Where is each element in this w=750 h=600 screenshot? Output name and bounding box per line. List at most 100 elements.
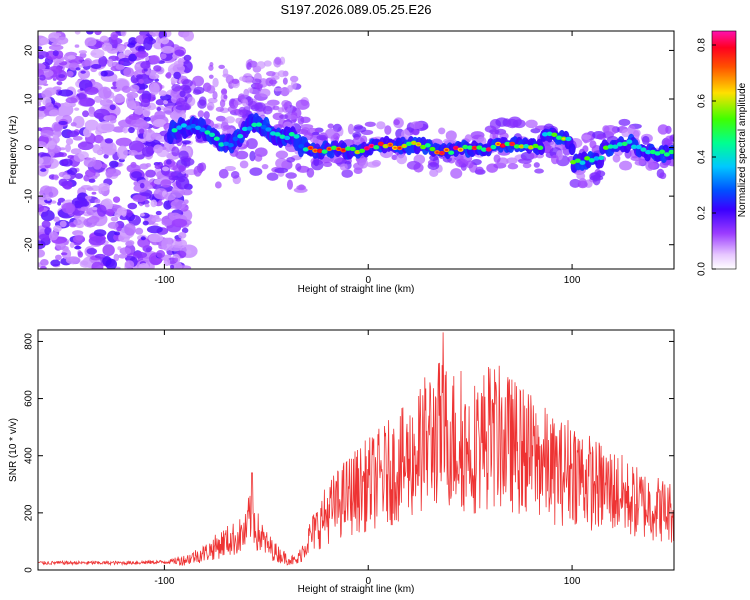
spectrogram-noise-blob: [72, 235, 86, 244]
spectrogram-halo-blob: [325, 128, 338, 139]
spectrogram-noise-blob: [44, 87, 57, 96]
spectrogram-noise-blob: [117, 145, 128, 160]
spectrogram-noise-blob: [110, 86, 118, 90]
spectrogram-ylabel: Frequency (Hz): [8, 116, 19, 185]
spectrogram-noise-blob: [160, 53, 167, 60]
spectrogram-noise-blob: [151, 217, 162, 222]
spectrogram-peak: [204, 130, 211, 135]
spectrogram-noise-blob: [38, 140, 47, 148]
spectrogram-marks: [38, 31, 674, 269]
spectrogram-halo-blob: [254, 154, 263, 162]
spectrogram-plume-blob: [220, 88, 228, 96]
spectrogram-halo-blob: [486, 163, 499, 173]
spectrogram-noise-blob: [74, 107, 80, 111]
spectrogram-plume-blob: [223, 94, 228, 100]
spectrogram-peak: [659, 149, 666, 154]
spectrogram-noise-blob: [94, 95, 102, 103]
spectrogram-noise-blob: [162, 166, 170, 172]
spectrogram-halo-blob: [543, 143, 552, 154]
spectrogram-halo-blob: [218, 168, 229, 179]
spectrogram-peak-core: [327, 147, 331, 150]
spectrogram-noise-blob: [61, 202, 76, 214]
spectrogram-halo-blob: [641, 135, 650, 145]
spectrogram-noise-blob: [46, 197, 51, 201]
spectrogram-peak: [293, 134, 300, 139]
spectrogram-plume-blob: [218, 64, 225, 69]
spectrogram-noise-blob: [140, 236, 146, 241]
spectrogram-noise-blob: [107, 168, 122, 177]
spectrogram-halo-blob: [619, 160, 633, 171]
spectrogram-noise-blob: [94, 198, 101, 204]
spectrogram-ytick-label: 0: [24, 144, 35, 150]
spectrogram-peak: [237, 133, 244, 139]
spectrogram-noise-blob: [146, 225, 163, 234]
spectrogram-noise-blob: [80, 70, 86, 74]
spectrogram-noise-blob: [92, 144, 101, 154]
spectrogram-noise-blob: [112, 196, 121, 203]
snr-ticks: -100 0 100 0 200 400 600 800: [24, 330, 674, 587]
spectrogram-halo-blob: [261, 163, 269, 170]
spectrogram-noise-blob: [137, 237, 151, 248]
colorbar-tick-label: 0.0: [697, 262, 708, 276]
spectrogram-noise-blob: [84, 195, 92, 200]
spectrogram-halo-blob: [203, 111, 210, 120]
figure-title: S197.2026.089.05.25.E26: [280, 2, 431, 17]
spectrogram-noise-blob: [39, 74, 46, 81]
spectrogram-peak: [616, 142, 623, 147]
spectrogram-noise-blob: [128, 53, 137, 62]
spectrogram-noise-blob: [141, 146, 154, 157]
spectrogram-noise-blob: [132, 194, 147, 203]
spectrogram-noise-blob: [90, 63, 102, 69]
spectrogram-peak: [241, 126, 248, 132]
spectrogram-noise-blob: [56, 36, 69, 45]
snr-xtick-label: 0: [365, 576, 371, 587]
spectrogram-noise-blob: [38, 102, 42, 107]
spectrogram-peak: [504, 141, 511, 147]
spectrogram-peak: [626, 139, 633, 144]
spectrogram-plume-blob: [210, 123, 219, 129]
spectrogram-plume-blob: [235, 117, 243, 124]
spectrogram-noise-blob: [142, 220, 149, 226]
spectrogram-halo-blob: [533, 162, 540, 168]
spectrogram-peak-core: [355, 150, 360, 154]
spectrogram-halo-blob: [171, 146, 180, 157]
spectrogram-plume-blob: [255, 92, 261, 98]
spectrogram-noise-blob: [93, 229, 107, 237]
spectrogram-noise-blob: [38, 204, 45, 213]
spectrogram-noise-blob: [115, 137, 133, 147]
spectrogram-noise-blob: [69, 242, 75, 248]
spectrogram-peak-core: [435, 151, 439, 154]
spectrogram-noise-blob: [47, 140, 56, 150]
spectrogram-halo-blob: [353, 125, 367, 133]
spectrogram-peak: [302, 147, 309, 152]
snr-xlabel: Height of straight line (km): [298, 584, 415, 595]
spectrogram-halo-blob: [274, 167, 289, 174]
spectrogram-plume-blob: [238, 76, 246, 82]
spectrogram-noise-blob: [73, 218, 82, 226]
spectrogram-peak-core: [416, 143, 420, 146]
spectrogram-noise-blob: [58, 120, 68, 125]
snr-ytick-label: 400: [24, 447, 35, 464]
spectrogram-noise-blob: [71, 196, 88, 209]
spectrogram-peak: [227, 142, 234, 148]
spectrogram-noise-blob: [40, 210, 55, 222]
spectrogram-noise-blob: [48, 109, 60, 117]
spectrogram-halo-blob: [327, 123, 334, 129]
spectrogram-halo-blob: [163, 171, 178, 178]
spectrogram-plume-blob: [208, 64, 214, 71]
spectrogram-peak: [532, 143, 539, 149]
spectrogram-noise-blob: [107, 221, 119, 229]
snr-frame: [37, 329, 675, 571]
spectrogram-noise-blob: [139, 182, 145, 189]
spectrogram-plume-blob: [227, 106, 237, 113]
spectrogram-halo-blob: [197, 99, 207, 109]
spectrogram-noise-blob: [138, 128, 145, 134]
spectrogram-noise-blob: [105, 114, 116, 121]
spectrogram-peak: [330, 145, 337, 150]
spectrogram-noise-blob: [175, 238, 182, 242]
spectrogram-plume-blob: [262, 105, 273, 115]
spectrogram-halo-blob: [576, 172, 586, 180]
spectrogram-halo-blob: [659, 172, 667, 180]
spectrogram-halo-blob: [669, 134, 674, 142]
spectrogram-halo-blob: [285, 172, 297, 179]
